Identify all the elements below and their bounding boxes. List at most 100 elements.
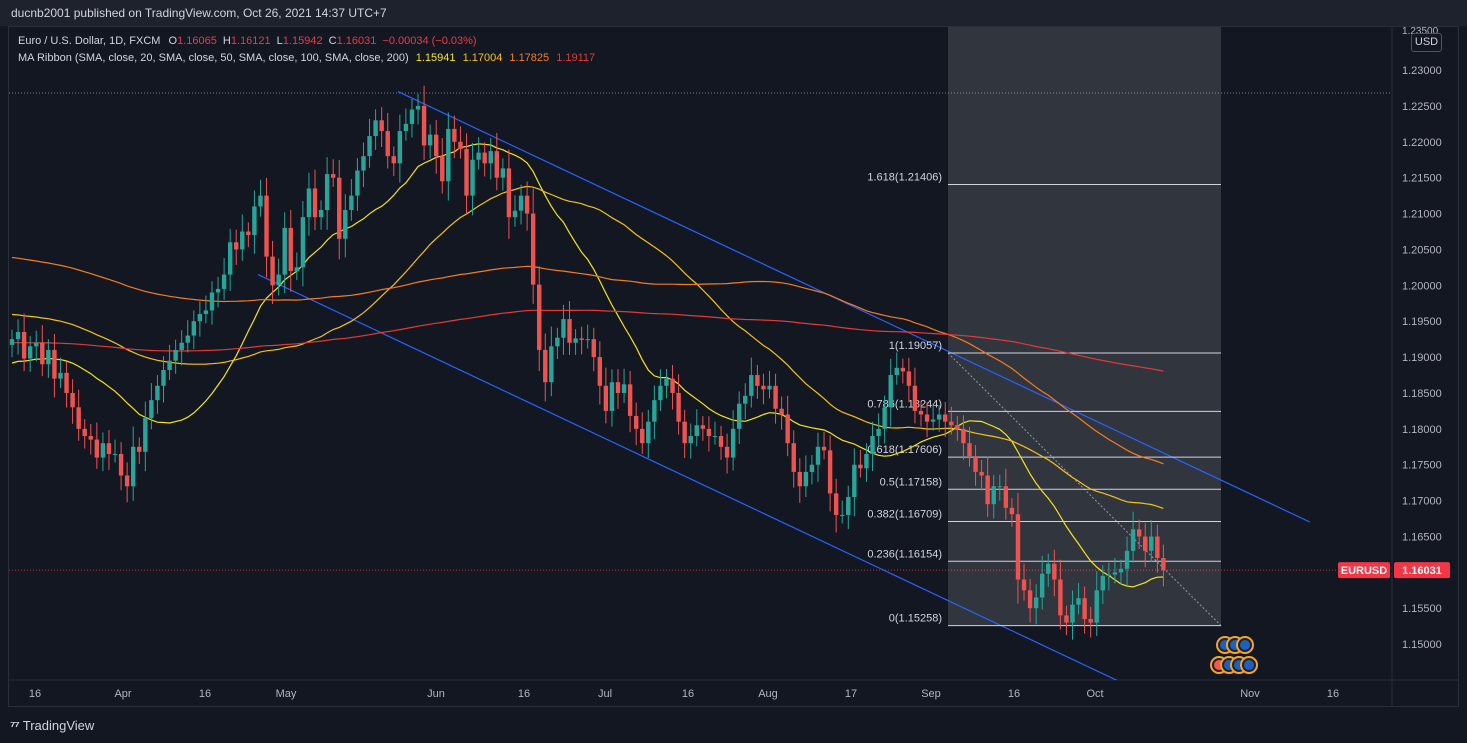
bearish-candle <box>1143 522 1148 568</box>
trend-lines <box>257 91 1311 711</box>
candle-body <box>337 177 342 239</box>
candle-body <box>876 428 881 437</box>
candle-body <box>452 128 457 142</box>
price-tick-label: 1.18000 <box>1402 424 1442 436</box>
channel-lower-line[interactable] <box>257 274 1180 711</box>
bullish-candle <box>1094 571 1099 637</box>
candle-body <box>924 414 930 422</box>
bearish-candle <box>967 426 972 467</box>
bullish-candle <box>646 409 651 458</box>
channel-upper-line[interactable] <box>397 91 1311 523</box>
candle-body <box>1149 536 1154 551</box>
bullish-candle <box>300 201 306 287</box>
bullish-candle <box>815 432 821 482</box>
bullish-candle <box>349 179 354 221</box>
bullish-candle <box>712 421 718 445</box>
candle-body <box>88 436 93 440</box>
sma-line-20 <box>11 143 1164 588</box>
candle-body <box>464 148 469 196</box>
chart-frame[interactable] <box>8 26 1459 707</box>
candle-body <box>500 168 506 178</box>
candle-body <box>300 217 306 268</box>
bullish-candle <box>1149 519 1154 562</box>
price-tick-label: 1.15500 <box>1402 603 1442 615</box>
candle-body <box>58 372 63 379</box>
bullish-candle <box>143 401 148 472</box>
bullish-candle <box>306 172 312 236</box>
flag-icon <box>1244 660 1254 670</box>
candle-body <box>597 357 603 386</box>
sma-line-100 <box>11 256 1164 465</box>
bearish-candle <box>234 229 239 265</box>
time-tick-label: Aug <box>758 688 778 700</box>
bearish-candle <box>1082 586 1087 634</box>
bullish-candle <box>694 409 699 447</box>
candle-body <box>561 319 566 338</box>
bearish-candle <box>94 422 100 469</box>
candle-body <box>9 339 15 345</box>
bullish-candle <box>161 356 166 403</box>
bearish-candle <box>64 361 69 408</box>
high-label: H <box>222 35 231 47</box>
bearish-candle <box>973 445 978 486</box>
candle-body <box>385 131 390 157</box>
bearish-candle <box>494 132 499 191</box>
candle-body <box>537 284 542 350</box>
price-tick-label: 1.15000 <box>1402 639 1442 651</box>
bullish-candle <box>361 142 366 188</box>
candle-body <box>27 346 33 359</box>
bullish-candle <box>215 276 221 308</box>
bearish-candle <box>833 478 839 533</box>
tradingview-logo-icon: ⁷⁷ <box>10 718 20 733</box>
candle-body <box>179 342 184 350</box>
bearish-candle <box>1052 549 1057 597</box>
bearish-candle <box>288 209 293 292</box>
bearish-candle <box>676 374 681 435</box>
fib-level-label: 0(1.15258) <box>889 613 942 625</box>
candle-body <box>555 337 560 347</box>
candle-body <box>585 339 590 341</box>
bearish-candle <box>379 107 384 148</box>
bullish-candle <box>664 368 669 399</box>
bearish-candle <box>979 459 984 491</box>
symbol-name: Euro / U.S. Dollar, 1D, FXCM <box>18 35 161 47</box>
bearish-candle <box>797 458 802 503</box>
candle-body <box>434 134 439 157</box>
bearish-candle <box>900 358 906 384</box>
candle-body <box>106 443 112 454</box>
candle-body <box>712 436 718 438</box>
economic-events[interactable] <box>1210 636 1258 674</box>
bearish-candle <box>1009 498 1015 527</box>
candle-body <box>185 335 190 343</box>
candle-body <box>276 274 281 286</box>
candle-body <box>221 274 227 289</box>
bearish-candle <box>779 396 784 430</box>
low-value: 1.15942 <box>282 35 323 47</box>
bullish-candle <box>488 137 493 180</box>
bullish-candle <box>27 335 33 372</box>
price-axis[interactable]: 1.23000 1.22500 1.22000 1.21500 1.21000 1.205… <box>1338 26 1450 651</box>
candle-body <box>379 120 384 132</box>
time-axis[interactable]: 16 Apr 16 May Jun 16 Jul 16 Aug 17 Sep 16 Oct Nov 16 <box>29 688 1339 700</box>
tradingview-brand[interactable]: ⁷⁷ TradingView <box>10 718 94 733</box>
candle-body <box>415 105 421 110</box>
candle-body <box>306 188 312 218</box>
fibonacci-retracement[interactable]: 1.618(1.21406) 1(1.19057) 0.786(1.18244) 0.… <box>867 171 1222 627</box>
change-value: −0.00034 (−0.03%) <box>382 35 477 47</box>
bearish-candle <box>464 133 469 215</box>
candle-body <box>1136 529 1142 537</box>
currency-button[interactable]: USD <box>1411 33 1442 52</box>
bearish-candle <box>88 424 93 455</box>
publisher-text: ducnb2001 published on TradingView.com, … <box>11 6 387 20</box>
candle-body <box>840 514 845 516</box>
candle-body <box>1058 579 1063 616</box>
bullish-candle <box>555 327 560 360</box>
candle-body <box>258 195 263 207</box>
bullish-candle <box>173 339 178 374</box>
candle-body <box>1094 590 1099 623</box>
bullish-candle <box>652 385 657 440</box>
candle-body <box>1003 486 1009 508</box>
bullish-candle <box>749 357 754 408</box>
candle-body <box>1009 507 1015 515</box>
